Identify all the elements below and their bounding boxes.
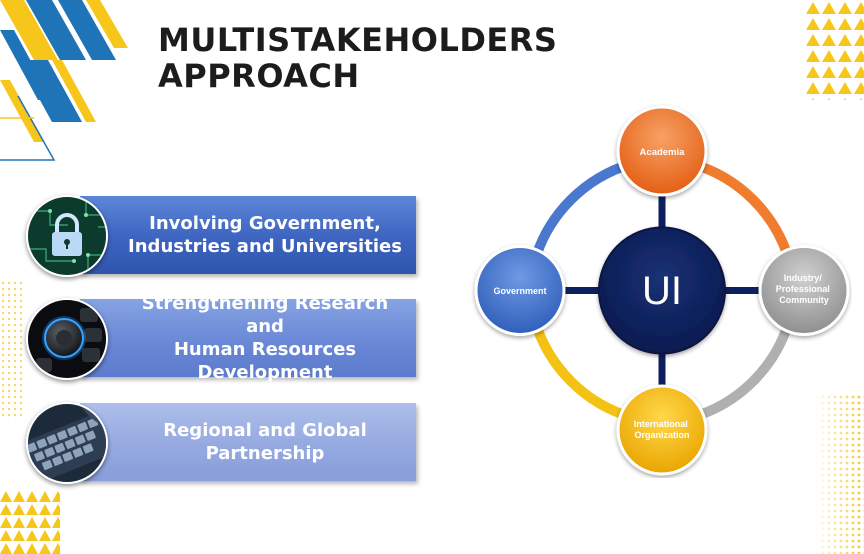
halftone-dots-decoration bbox=[814, 394, 864, 554]
arc-international-government bbox=[529, 315, 637, 423]
control-knob-image bbox=[26, 298, 108, 380]
item-row: Regional and Global Partnership bbox=[22, 401, 416, 484]
arc-industry-international bbox=[687, 315, 795, 423]
item-label-line: Regional and Global bbox=[163, 420, 367, 441]
node-label-industry: Professional bbox=[776, 284, 830, 294]
node-label-industry: Community bbox=[779, 295, 829, 305]
svg-text:Industry/ Professional: Industry/ Professional Community bbox=[776, 273, 833, 305]
connector-spokes bbox=[560, 192, 764, 390]
stakeholder-diagram: UI Academia Industry/ Professional Commu… bbox=[474, 105, 850, 476]
node-label-industry: Industry/ bbox=[784, 273, 823, 283]
item-row: Strengthening Research and Human Resourc… bbox=[22, 293, 416, 383]
item-panel: Involving Government, Industries and Uni… bbox=[80, 196, 416, 274]
item-label: Involving Government, Industries and Uni… bbox=[120, 212, 410, 258]
triangle-pattern-decoration bbox=[806, 0, 864, 100]
page-title: MULTISTAKEHOLDERS APPROACH bbox=[158, 22, 557, 94]
triangle-pattern-decoration bbox=[0, 490, 60, 554]
item-label-line: Industries and Universities bbox=[128, 236, 402, 257]
item-label: Regional and Global Partnership bbox=[120, 419, 410, 465]
node-label-academia: Academia bbox=[640, 147, 686, 158]
item-row: Involving Government, Industries and Uni… bbox=[22, 194, 416, 277]
padlock-circuit-image bbox=[26, 195, 108, 277]
center-circle bbox=[598, 226, 726, 355]
item-label: Strengthening Research and Human Resourc… bbox=[120, 292, 410, 384]
corner-stripes-decoration bbox=[0, 0, 128, 161]
keyboard-image bbox=[26, 402, 108, 484]
node-academia: Academia bbox=[616, 105, 708, 197]
item-panel: Regional and Global Partnership bbox=[80, 403, 416, 481]
item-label-line: Partnership bbox=[205, 443, 325, 464]
item-label-line: Human Resources Development bbox=[173, 339, 357, 383]
title-line: APPROACH bbox=[158, 57, 360, 95]
item-panel: Strengthening Research and Human Resourc… bbox=[80, 293, 416, 383]
item-label-line: Strengthening Research and bbox=[141, 293, 389, 337]
node-label-government: Government bbox=[493, 286, 546, 296]
node-industry: Industry/ Professional Community bbox=[758, 245, 850, 336]
title-line: MULTISTAKEHOLDERS bbox=[158, 21, 558, 59]
node-international: International Organization bbox=[616, 384, 708, 476]
svg-text:Academia: Academia bbox=[640, 147, 686, 158]
svg-text:Government: Government bbox=[493, 286, 546, 296]
item-label-line: Involving Government, bbox=[149, 213, 381, 234]
svg-text:International Organizati: International Organization bbox=[634, 419, 691, 440]
arc-government-academia bbox=[529, 158, 637, 266]
node-label-international: International bbox=[634, 419, 688, 429]
node-label-international: Organization bbox=[634, 430, 689, 440]
halftone-dots-decoration bbox=[0, 280, 26, 420]
node-government: Government bbox=[474, 245, 566, 336]
arc-academia-industry bbox=[687, 158, 795, 266]
center-label: UI bbox=[642, 269, 682, 313]
